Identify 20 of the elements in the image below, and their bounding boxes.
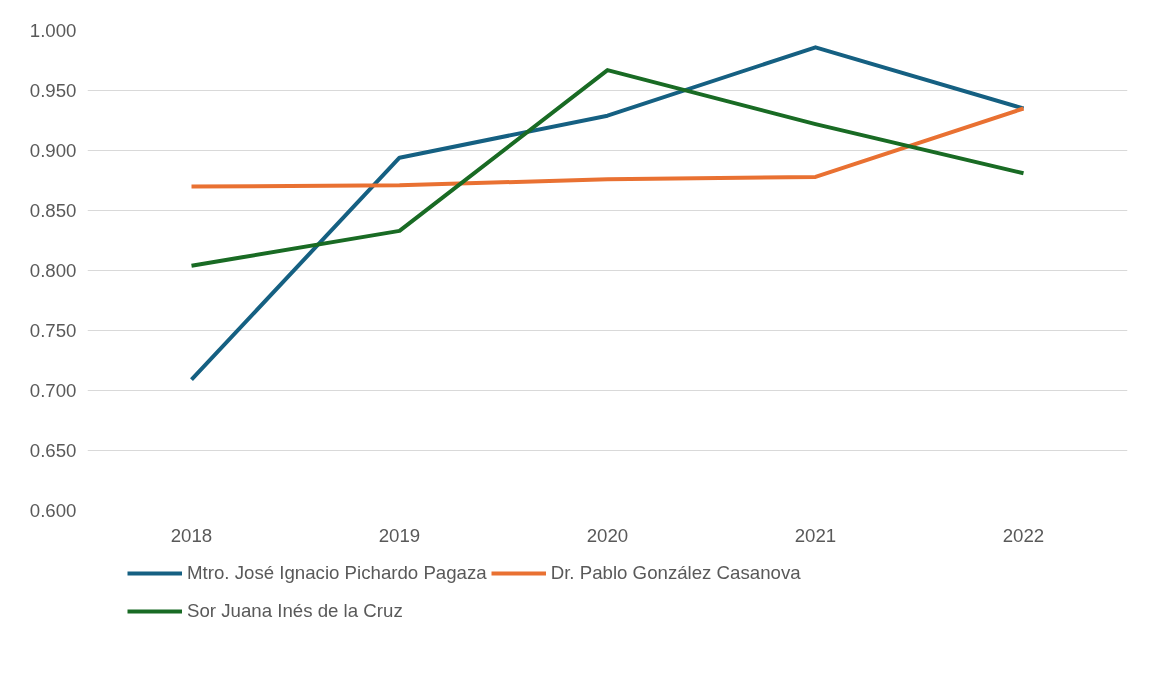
line-series (189, 45, 1026, 382)
x-tick-label: 2019 (378, 524, 421, 546)
y-tick-label: 1.000 (29, 20, 77, 41)
y-tick-label: 0.750 (29, 320, 77, 341)
y-tick-label: 0.800 (29, 260, 77, 281)
y-tick-label: 0.600 (29, 500, 77, 521)
y-tick-label: 0.950 (29, 80, 77, 101)
y-tick-label: 0.650 (29, 440, 77, 461)
y-tick-label: 0.900 (29, 140, 77, 161)
legend-label: Mtro. José Ignacio Pichardo Pagaza (187, 562, 487, 584)
line-series (189, 68, 1026, 268)
x-tick-label: 2022 (1002, 524, 1045, 546)
legend-label: Sor Juana Inés de la Cruz (187, 600, 403, 622)
x-tick-label: 2020 (586, 524, 629, 546)
y-tick-label: 0.700 (29, 380, 77, 401)
line-series (189, 106, 1026, 189)
x-tick-label: 2021 (794, 524, 837, 546)
legend-label: Dr. Pablo González Casanova (550, 562, 801, 584)
x-tick-label: 2018 (170, 524, 213, 546)
y-tick-label: 0.850 (29, 200, 77, 221)
